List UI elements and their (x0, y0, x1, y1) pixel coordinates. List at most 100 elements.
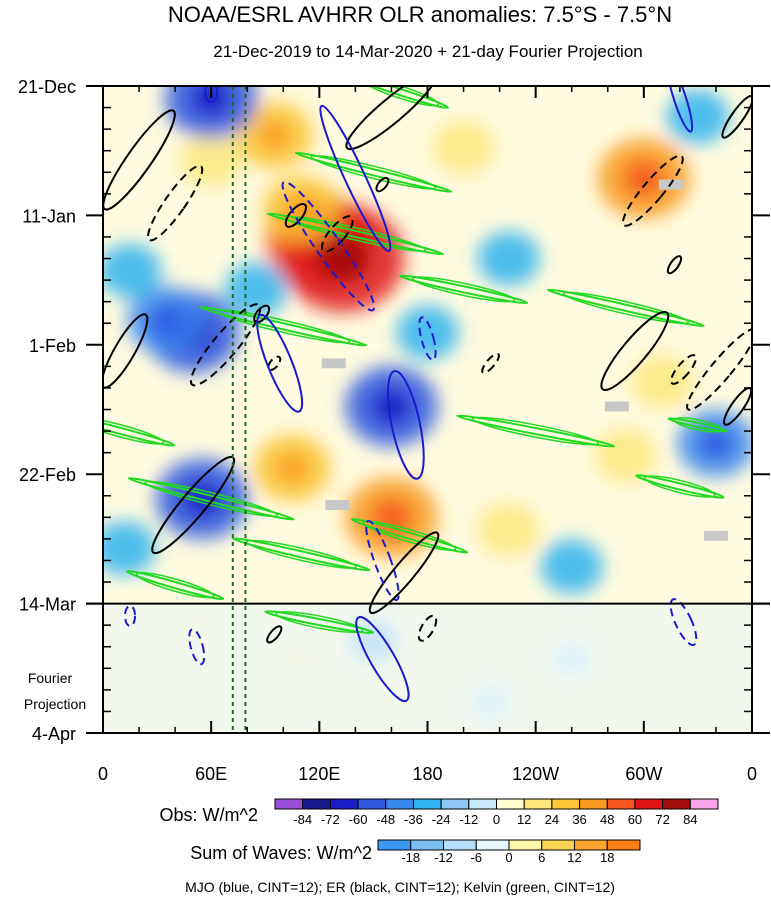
y-tick-label: 22-Feb (19, 465, 76, 485)
kelvin-contour (362, 520, 457, 552)
colorbar-box (302, 798, 331, 810)
waves-colorbar-label: Sum of Waves: W/m^2 (190, 843, 372, 863)
anomaly-blob (630, 354, 694, 409)
anomaly-core (623, 160, 665, 197)
er-contour (266, 625, 283, 644)
x-tick-label: 60W (625, 764, 662, 784)
er-contours (103, 86, 752, 644)
mjo-contour (204, 86, 219, 104)
colorbar-box (329, 798, 359, 810)
anomaly-blob (103, 520, 156, 576)
er-contour (481, 352, 500, 374)
colorbar-box (689, 798, 719, 810)
colorbar-tick-label: -84 (293, 812, 312, 827)
x-tick-label: 180 (412, 764, 442, 784)
mjo-contour (418, 316, 437, 361)
colorbar-box (274, 798, 304, 810)
colorbar-tick-label: 48 (600, 812, 614, 827)
er-contour (320, 215, 354, 253)
er-contour (103, 109, 176, 211)
anomaly-blob (224, 262, 288, 317)
anomaly-blob (477, 231, 540, 286)
colorbar-tick-label: 36 (572, 812, 586, 827)
missing-data-patch (321, 358, 346, 369)
y-tick-label: 21-Dec (18, 77, 76, 97)
projection-label-line2: Projection (24, 696, 86, 712)
colorbar-box (662, 798, 691, 810)
er-contour (417, 614, 438, 642)
er-contour (189, 303, 262, 387)
kelvin-contour (245, 539, 357, 569)
anomaly-blob (103, 243, 162, 299)
anomaly-blob (666, 89, 730, 145)
mjo-contour (355, 616, 410, 703)
colorbar-tick-label: -12 (434, 850, 453, 865)
colorbar-box (357, 798, 387, 810)
y-tick-label: 14-Mar (19, 595, 76, 615)
colorbar-box (475, 839, 510, 851)
colorbar-tick-label: -6 (470, 850, 482, 865)
kelvin-contour (216, 309, 351, 344)
colorbar-tick-label: -18 (401, 850, 420, 865)
kelvin-contour (398, 274, 529, 305)
missing-data-patch (604, 401, 629, 412)
kelvin-contour (673, 417, 723, 433)
x-tick-label: 0 (98, 764, 108, 784)
colorbar-box (508, 839, 543, 851)
colorbar-box (377, 839, 412, 851)
anomaly-core (371, 388, 412, 425)
er-contour (368, 531, 440, 615)
y-tick-label: 11-Jan (22, 206, 76, 226)
colorbar-box (412, 798, 442, 810)
anomaly-blob (396, 305, 459, 360)
mjo-contour (319, 104, 392, 253)
kelvin-contour (546, 288, 705, 328)
colorbar-tick-label: 6 (538, 850, 545, 865)
colorbar-tick-label: 12 (517, 812, 531, 827)
colorbar-tick-label: 84 (683, 812, 697, 827)
obs-colorbar: -84 -72 -60 -48 -36 -24 -12 0 12 24 36 48 60 72 84 (274, 798, 719, 827)
kelvin-contour (135, 571, 215, 599)
kelvin-contour (667, 417, 729, 433)
kelvin-contour (294, 151, 453, 193)
chart-subtitle: 21-Dec-2019 to 14-Mar-2020 + 21-day Four… (213, 42, 642, 61)
colorbar-tick-label: -36 (404, 812, 423, 827)
projection-region (103, 603, 752, 733)
er-contour (284, 203, 308, 228)
colorbar-tick-label: 24 (545, 812, 559, 827)
anomaly-core (315, 234, 370, 283)
y-tick-label: 4-Apr (32, 724, 76, 744)
axes: 21-Dec 11-Jan 1-Feb 22-Feb 14-Mar 4-Apr 0 60E 12… (18, 77, 770, 784)
kelvin-contour (472, 416, 600, 446)
er-contour (600, 310, 670, 392)
anomaly-blob (432, 120, 495, 175)
mjo-contour (669, 598, 698, 646)
x-tick-label: 120W (512, 764, 559, 784)
er-contour (147, 164, 204, 242)
chart-title: NOAA/ESRL AVHRR OLR anomalies: 7.5°S - 7… (168, 2, 672, 27)
colorbar-box (606, 798, 636, 810)
er-contour (670, 354, 697, 385)
er-contour (375, 176, 390, 193)
anomaly-core (257, 120, 292, 151)
colorbar-box (551, 798, 581, 810)
missing-data-patches (103, 179, 752, 733)
colorbar-tick-label: -60 (349, 812, 368, 827)
kelvin-contour (635, 474, 725, 499)
x-tick-label: 60E (195, 764, 227, 784)
kelvin-contour (103, 415, 176, 447)
kelvin-contour (456, 414, 616, 448)
colorbar-tick-label: -72 (321, 812, 340, 827)
colorbar-tick-label: -48 (376, 812, 395, 827)
colorbar-tick-label: -12 (459, 812, 478, 827)
colorbar-box (574, 839, 608, 851)
mjo-contour (387, 370, 425, 480)
kelvin-contour (284, 215, 427, 252)
colorbar-tick-label: 18 (600, 850, 614, 865)
kelvin-contour (350, 518, 469, 554)
colorbar-box (523, 798, 553, 810)
waves-colorbar: -18 -12 -6 0 6 12 18 (377, 839, 641, 865)
mjo-contour (666, 86, 694, 133)
x-tick-label: 0 (747, 764, 757, 784)
